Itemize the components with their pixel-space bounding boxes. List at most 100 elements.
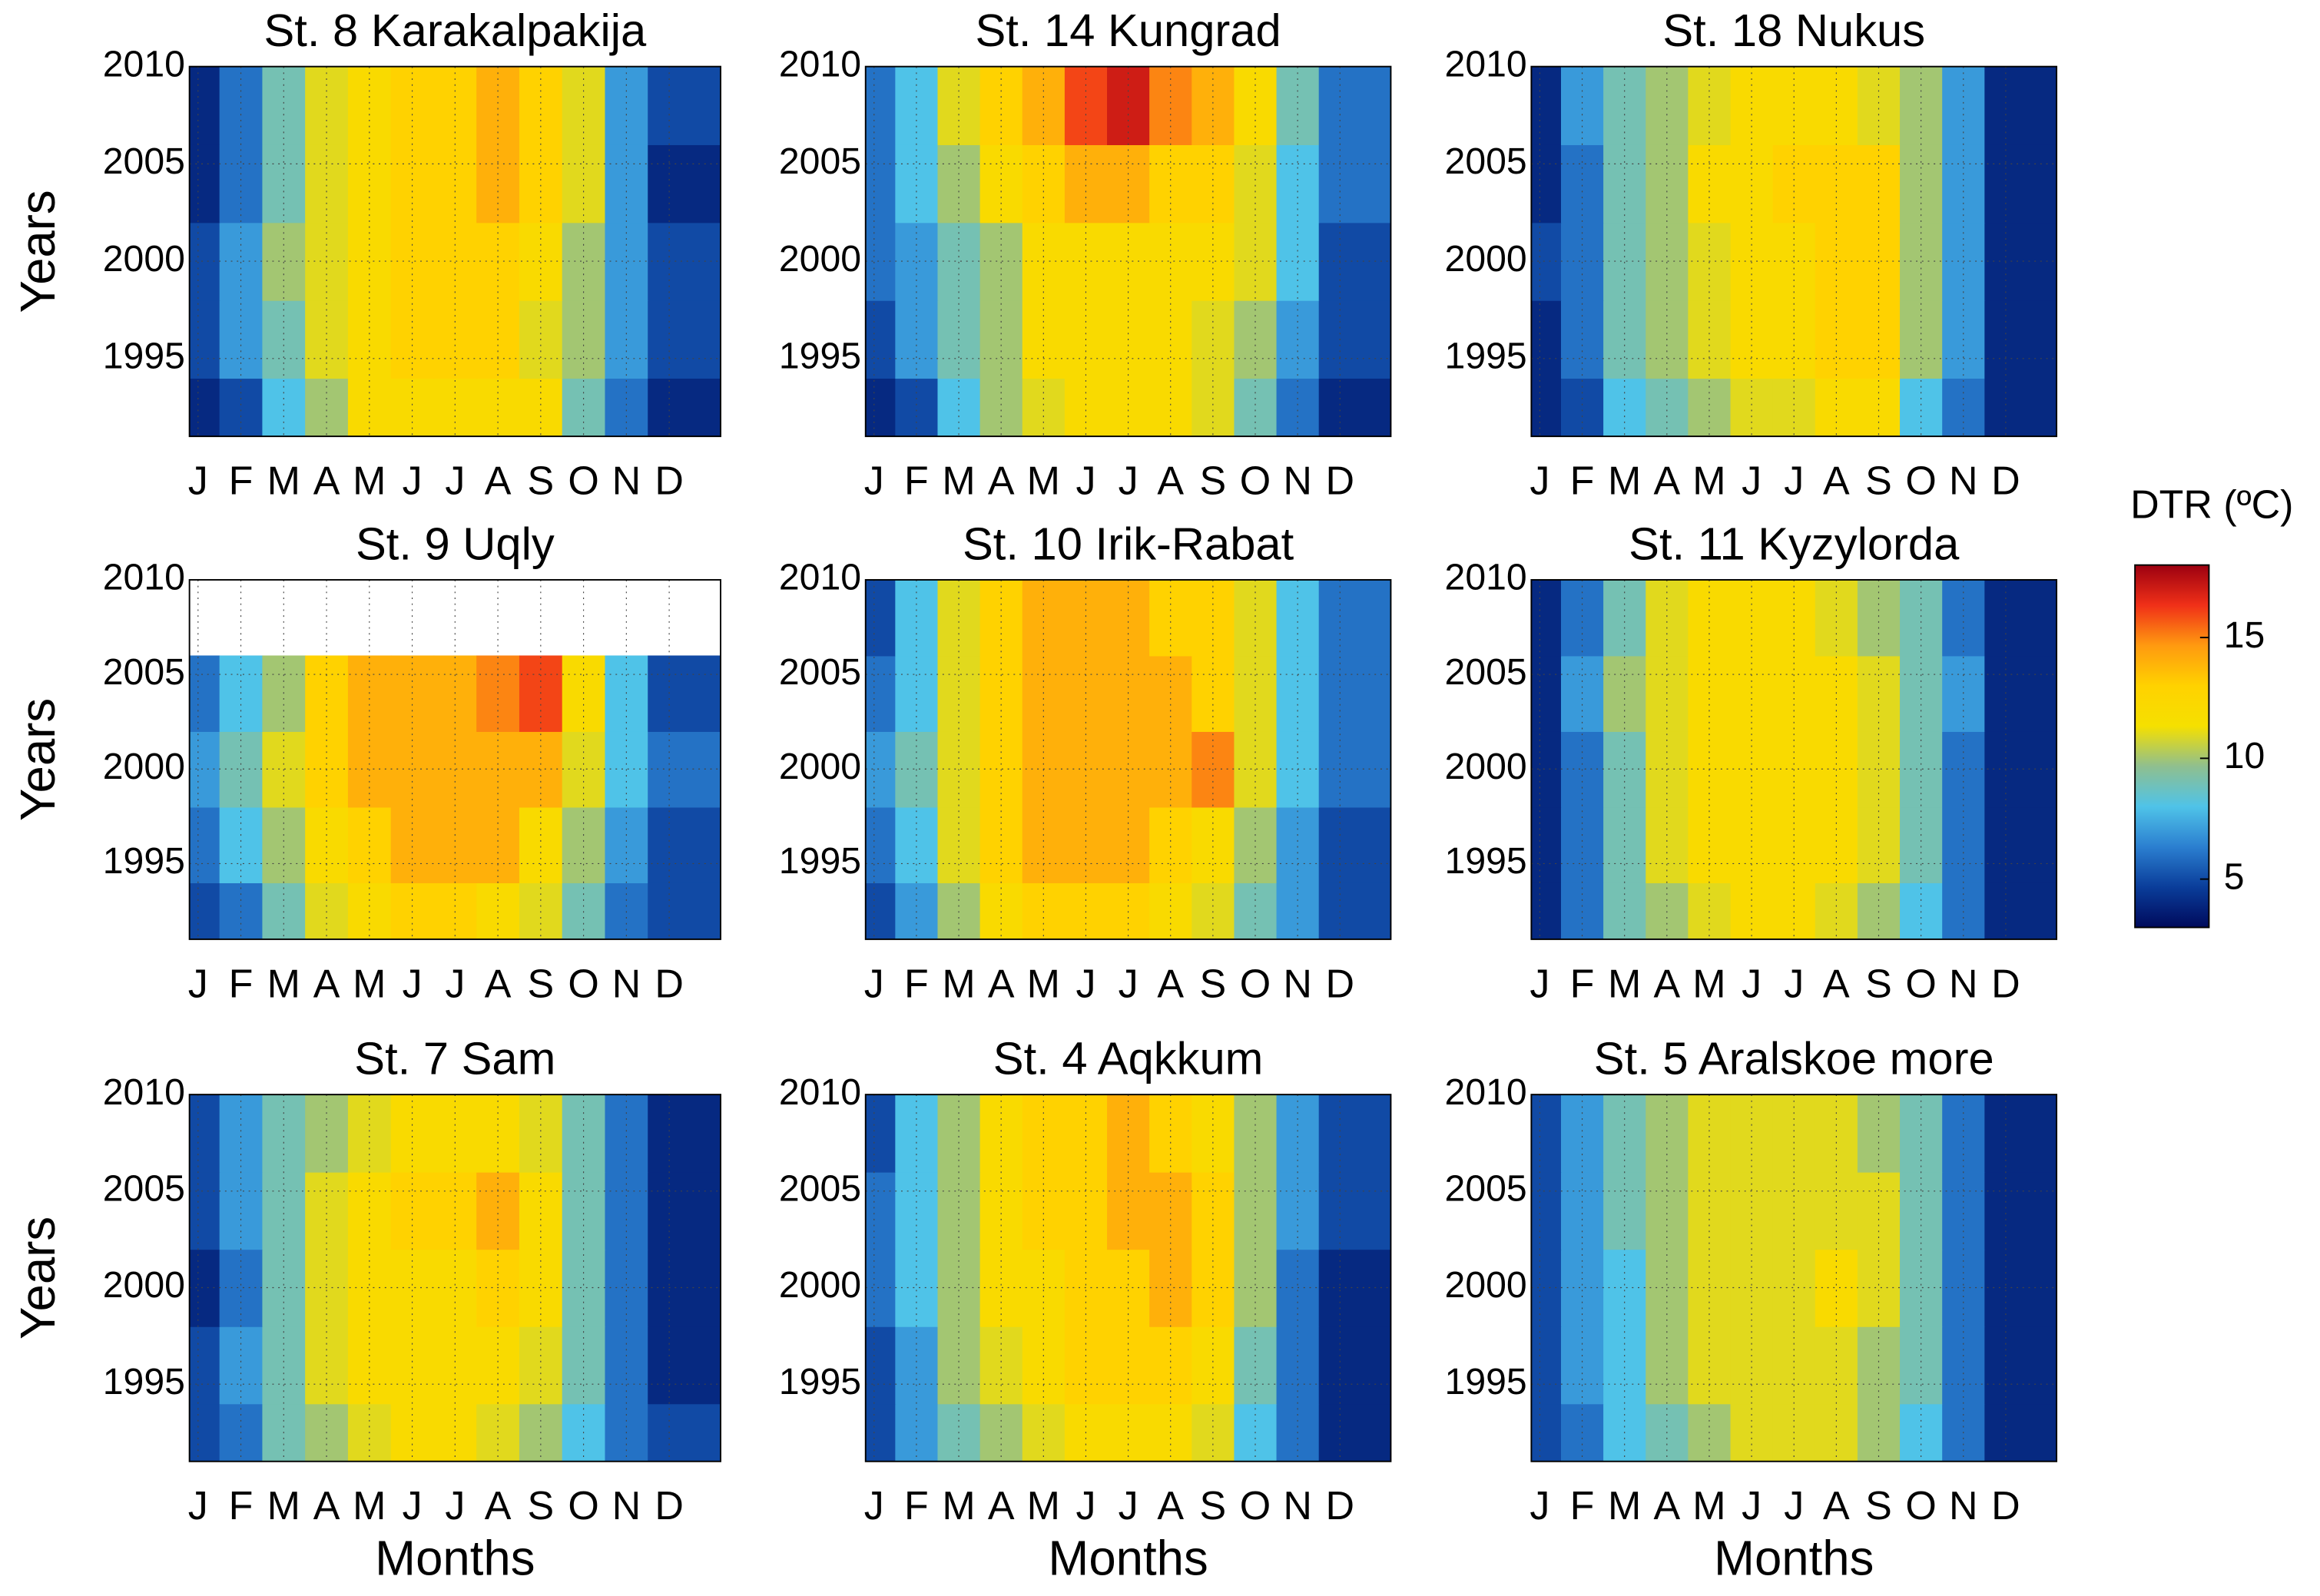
y-tick-label: 2010: [1445, 557, 1527, 598]
heat-cell: [1234, 378, 1278, 437]
heat-cell: [433, 66, 478, 145]
x-tick-label: O: [568, 962, 598, 1006]
heat-cell: [189, 882, 220, 939]
heat-cell: [865, 882, 897, 939]
x-tick-label: J: [188, 459, 208, 503]
heat-cell: [1772, 66, 1816, 145]
heat-cell: [1815, 579, 1858, 657]
x-tick-label: A: [1157, 1484, 1184, 1528]
x-tick-label: D: [655, 459, 684, 503]
heat-cell: [519, 806, 563, 883]
x-tick-label: D: [655, 962, 684, 1006]
heat-cell: [865, 1326, 897, 1405]
heat-cell: [648, 300, 721, 379]
heat-cell: [1149, 806, 1193, 883]
heat-cell: [1688, 579, 1732, 657]
heat-cell: [979, 66, 1023, 145]
heat-cell: [865, 66, 897, 145]
heatmap: [865, 1094, 1391, 1462]
heat-cell: [189, 1094, 220, 1173]
heat-cell: [1318, 144, 1391, 224]
x-tick-label: J: [1119, 1484, 1138, 1528]
heat-cell: [648, 1094, 721, 1173]
heat-cell: [1688, 378, 1732, 437]
x-tick-label: J: [1075, 1484, 1095, 1528]
axes-frame: [864, 578, 1392, 940]
heat-cell: [605, 806, 649, 883]
heat-cell: [390, 806, 435, 883]
heat-cell: [1191, 378, 1235, 437]
x-tick-label: S: [1865, 962, 1892, 1006]
x-tick-label: J: [1784, 962, 1804, 1006]
heat-cell: [865, 1171, 897, 1250]
heat-cell: [1984, 144, 2057, 224]
heat-cell: [347, 806, 392, 883]
y-tick-label: 1995: [1445, 1361, 1527, 1402]
x-axis-label: Months: [1048, 1531, 1208, 1585]
heat-cell: [1942, 66, 1986, 145]
heat-cell: [1730, 579, 1774, 657]
heat-cell: [1149, 378, 1193, 437]
x-tick-label: M: [353, 1484, 386, 1528]
heat-cell: [979, 378, 1023, 437]
heat-cell: [189, 1249, 220, 1327]
axes-frame: [1530, 65, 2058, 438]
heat-cell: [865, 655, 897, 732]
heat-cell: [1984, 300, 2057, 379]
x-tick-label: J: [1530, 1484, 1549, 1528]
heat-cell: [895, 66, 939, 145]
x-tick-label: A: [313, 962, 340, 1006]
heat-cell: [648, 222, 721, 301]
x-tick-label: N: [612, 1484, 641, 1528]
x-tick-label: M: [1608, 459, 1641, 503]
heat-cell: [1064, 222, 1108, 301]
y-tick-label: 2000: [103, 238, 185, 280]
axes-frame: [864, 1094, 1392, 1462]
x-tick-label: M: [942, 962, 975, 1006]
heat-cell: [189, 730, 220, 808]
heat-cell: [1276, 806, 1320, 883]
y-tick-label: 2000: [1445, 238, 1527, 280]
panel-title: St. 5 Aralskoe more: [1594, 1033, 1994, 1084]
y-tick-label: 1995: [103, 1361, 185, 1402]
heat-cell: [1984, 1094, 2057, 1173]
x-tick-label: J: [445, 962, 465, 1006]
x-tick-label: A: [1823, 962, 1850, 1006]
x-tick-label: J: [1075, 962, 1095, 1006]
x-tick-label: J: [1119, 459, 1138, 503]
heat-cell: [1984, 882, 2057, 939]
heat-cell: [1646, 378, 1689, 437]
x-tick-label: M: [267, 459, 300, 503]
y-tick-label: 2000: [103, 746, 185, 787]
heat-cell: [1531, 1094, 1562, 1173]
x-axis-label: Months: [1714, 1531, 1874, 1585]
x-tick-label: D: [1325, 962, 1354, 1006]
heat-cell: [1318, 1326, 1391, 1405]
heat-cell: [605, 66, 649, 145]
heat-cell: [1646, 806, 1689, 883]
x-tick-label: J: [445, 1484, 465, 1528]
heat-cell: [262, 806, 307, 883]
heat-cell: [648, 378, 721, 437]
y-tick-label: 2010: [1445, 1071, 1527, 1113]
heat-cell: [1942, 579, 1986, 657]
heat-cell: [979, 222, 1023, 301]
heat-cell: [865, 144, 897, 224]
x-tick-label: A: [988, 459, 1015, 503]
heat-cell: [1318, 730, 1391, 808]
heat-cell: [1772, 579, 1816, 657]
heat-cell: [1191, 806, 1235, 883]
panel-title: St. 7 Sam: [354, 1033, 555, 1084]
heat-cell: [519, 66, 563, 145]
heat-cell: [1984, 806, 2057, 883]
x-tick-label: F: [1570, 459, 1595, 503]
heat-cell: [1318, 378, 1391, 437]
x-tick-label: J: [188, 1484, 208, 1528]
y-tick-label: 2010: [103, 43, 185, 84]
axes-frame: [188, 65, 721, 438]
heat-cell: [262, 66, 307, 145]
heat-cell: [1560, 579, 1605, 657]
heat-cell: [1022, 579, 1066, 657]
heat-cell: [1318, 222, 1391, 301]
